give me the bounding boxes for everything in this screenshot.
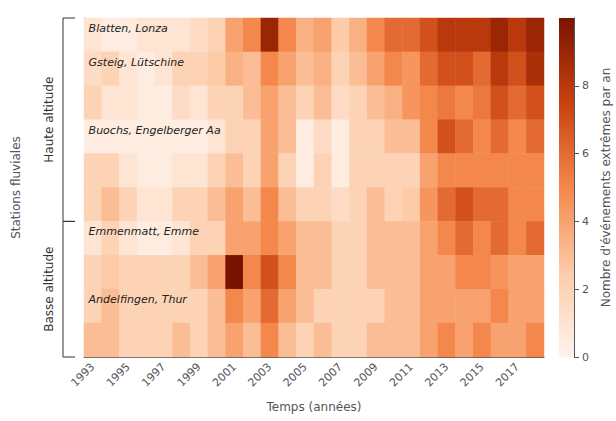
svg-text:2017: 2017 [493, 360, 522, 389]
svg-text:4: 4 [582, 215, 589, 228]
svg-text:2007: 2007 [316, 360, 345, 389]
svg-text:Andelfingen, Thur: Andelfingen, Thur [88, 293, 189, 306]
svg-text:0: 0 [582, 351, 589, 364]
svg-text:Gsteig, Lütschine: Gsteig, Lütschine [89, 56, 185, 69]
svg-text:1999: 1999 [175, 360, 204, 389]
svg-text:2009: 2009 [352, 360, 381, 389]
svg-text:1995: 1995 [104, 360, 133, 389]
svg-text:Emmenmatt, Emme: Emmenmatt, Emme [89, 225, 200, 238]
svg-text:2003: 2003 [245, 360, 274, 389]
svg-text:2011: 2011 [387, 360, 416, 389]
svg-text:6: 6 [582, 147, 589, 160]
svg-text:2015: 2015 [458, 360, 487, 389]
svg-text:8: 8 [582, 79, 589, 92]
svg-text:Temps (années): Temps (années) [266, 400, 362, 414]
svg-text:Haute altitude: Haute altitude [42, 77, 56, 163]
svg-text:2005: 2005 [281, 360, 310, 389]
svg-text:Basse altitude: Basse altitude [42, 247, 56, 332]
svg-text:2013: 2013 [422, 360, 451, 389]
svg-text:1997: 1997 [139, 360, 168, 389]
svg-text:Blatten, Lonza: Blatten, Lonza [89, 22, 168, 35]
svg-text:2001: 2001 [210, 360, 239, 389]
svg-text:Nombre d'événements extrêmes p: Nombre d'événements extrêmes par an [599, 68, 613, 308]
svg-text:2: 2 [582, 283, 589, 296]
svg-text:Stations fluviales: Stations fluviales [9, 136, 23, 239]
svg-text:1993: 1993 [68, 360, 97, 389]
svg-text:Buochs, Engelberger Aa: Buochs, Engelberger Aa [89, 124, 221, 137]
